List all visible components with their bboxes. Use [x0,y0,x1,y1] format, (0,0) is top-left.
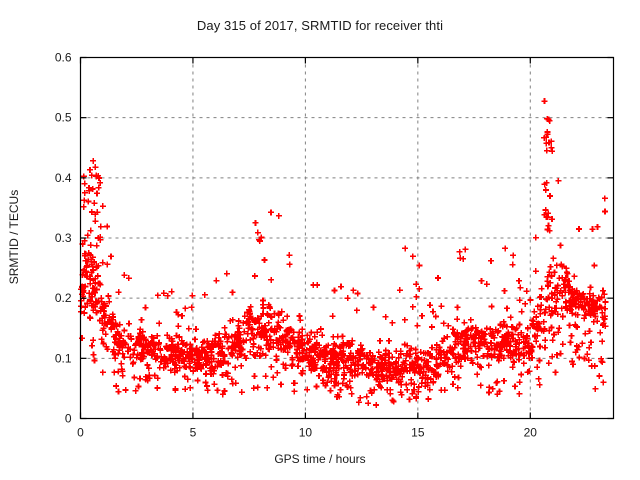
chart-title: Day 315 of 2017, SRMTID for receiver tht… [196,18,444,33]
x-tick-label: 5 [190,426,197,440]
tick-labels: 0 0.1 0.2 0.3 0.4 0.5 0.6 0 5 10 15 20 [55,51,537,440]
y-tick-label: 0 [65,412,72,426]
y-tick-label: 0.4 [55,171,72,185]
x-tick-label: 20 [524,426,538,440]
y-tick-label: 0.3 [55,231,72,245]
x-tick-label: 0 [77,426,84,440]
data-points [77,98,609,408]
x-axis-label: GPS time / hours [274,452,366,466]
x-tick-label: 15 [411,426,425,440]
y-tick-label: 0.6 [55,51,72,65]
axis-frame [79,56,615,420]
y-tick-label: 0.2 [55,291,72,305]
y-tick-label: 0.5 [55,111,72,125]
x-tick-label: 10 [299,426,313,440]
y-tick-label: 0.1 [55,351,72,365]
y-axis-label: SRMTID / TECUs [7,189,21,285]
